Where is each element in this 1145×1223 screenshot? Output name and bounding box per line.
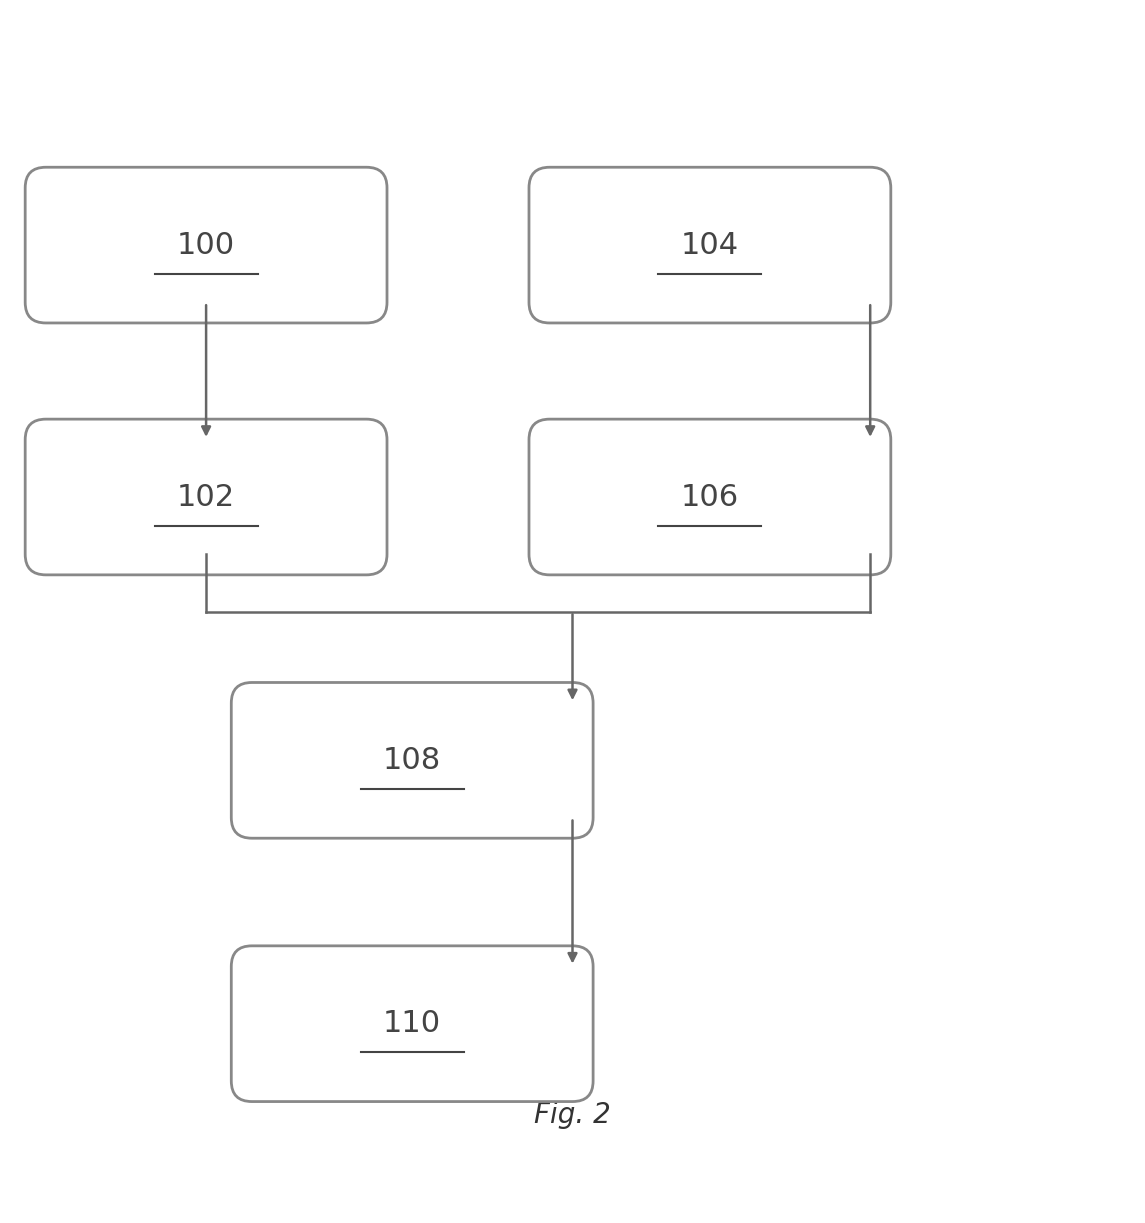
FancyBboxPatch shape [231,682,593,838]
FancyBboxPatch shape [231,945,593,1102]
Text: 108: 108 [384,746,441,775]
Text: 102: 102 [177,483,235,511]
Text: 106: 106 [681,483,739,511]
Text: 110: 110 [384,1009,441,1038]
FancyBboxPatch shape [529,419,891,575]
Text: Fig. 2: Fig. 2 [534,1101,611,1129]
Text: 100: 100 [177,231,235,259]
FancyBboxPatch shape [25,419,387,575]
FancyBboxPatch shape [25,168,387,323]
FancyBboxPatch shape [529,168,891,323]
Text: 104: 104 [681,231,739,259]
